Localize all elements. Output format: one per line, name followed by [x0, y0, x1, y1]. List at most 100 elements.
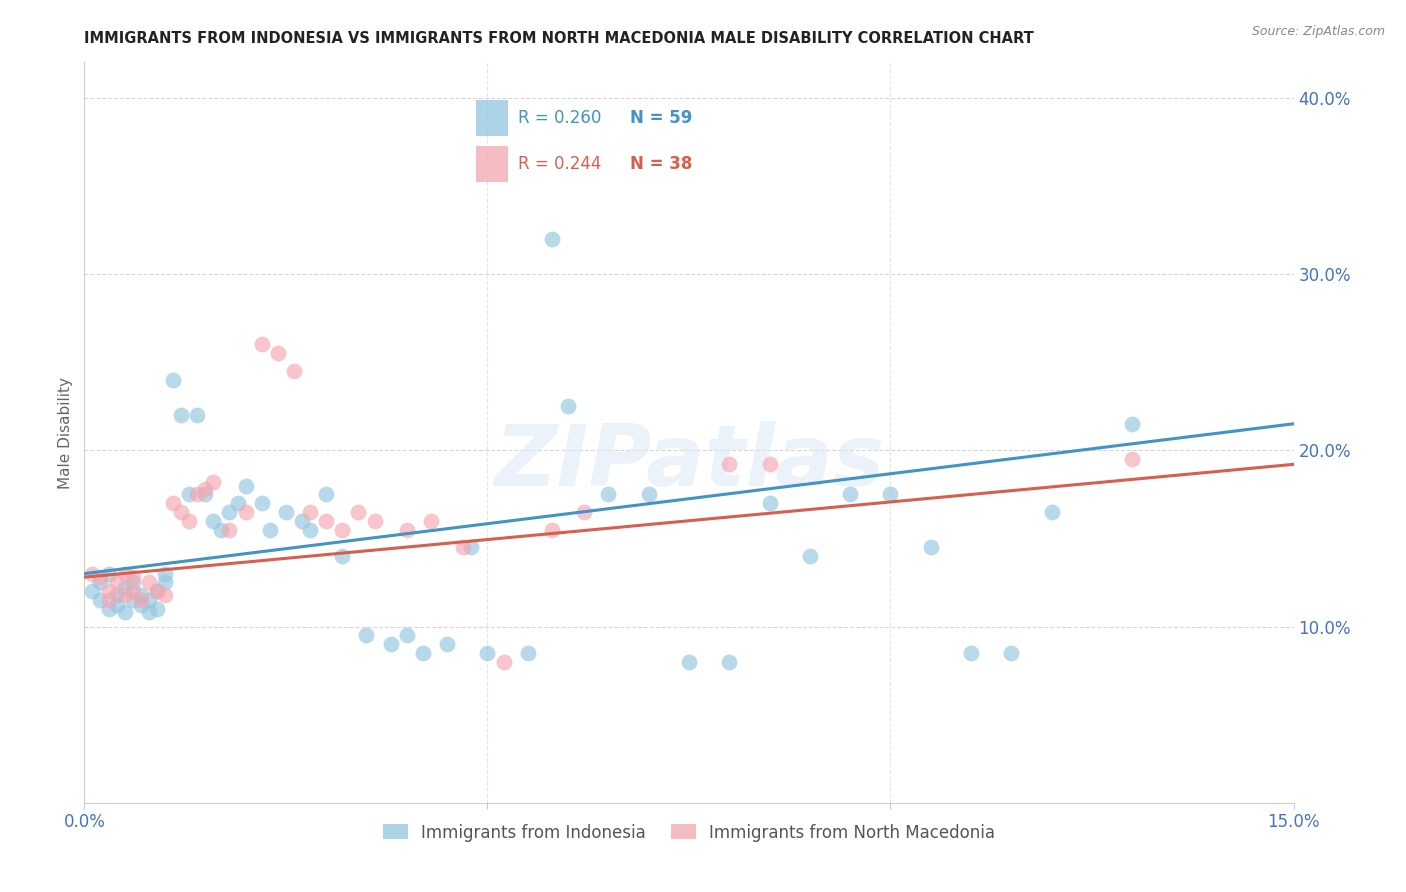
Text: Source: ZipAtlas.com: Source: ZipAtlas.com: [1251, 25, 1385, 38]
Point: [146, 584, 169, 599]
Point: [395, 628, 418, 642]
Point: [89, 593, 111, 607]
Point: [395, 523, 418, 537]
Point: [315, 514, 337, 528]
Point: [121, 593, 143, 607]
Point: [330, 549, 353, 563]
Point: [138, 593, 160, 607]
Point: [299, 505, 322, 519]
Point: [315, 487, 337, 501]
Point: [1121, 452, 1143, 467]
Point: [202, 514, 225, 528]
Point: [186, 408, 208, 422]
Point: [920, 540, 942, 554]
Point: [250, 337, 273, 351]
Point: [162, 373, 184, 387]
Point: [105, 588, 128, 602]
Point: [250, 496, 273, 510]
Point: [598, 487, 620, 501]
Point: [436, 637, 458, 651]
Point: [114, 588, 136, 602]
Point: [330, 523, 353, 537]
Point: [105, 599, 128, 613]
Point: [839, 487, 862, 501]
Point: [153, 566, 176, 581]
Point: [146, 602, 169, 616]
Point: [129, 599, 152, 613]
Point: [637, 487, 659, 501]
Point: [138, 575, 160, 590]
Point: [121, 584, 143, 599]
Point: [162, 496, 184, 510]
Point: [259, 523, 281, 537]
Point: [460, 540, 482, 554]
Point: [477, 646, 499, 660]
Point: [82, 584, 104, 599]
Point: [121, 570, 143, 584]
Point: [274, 505, 297, 519]
Point: [541, 523, 564, 537]
Text: ZIPatlas: ZIPatlas: [494, 421, 884, 504]
Point: [179, 487, 201, 501]
Point: [356, 628, 378, 642]
Point: [194, 482, 217, 496]
Point: [114, 581, 136, 595]
Point: [363, 514, 385, 528]
Point: [1121, 417, 1143, 431]
Point: [97, 593, 120, 607]
Point: [129, 588, 152, 602]
Point: [879, 487, 901, 501]
Point: [218, 523, 240, 537]
Point: [114, 606, 136, 620]
Point: [235, 505, 257, 519]
Point: [235, 478, 257, 492]
Point: [799, 549, 821, 563]
Point: [153, 588, 176, 602]
Point: [89, 575, 111, 590]
Point: [516, 646, 538, 660]
Point: [146, 584, 169, 599]
Point: [218, 505, 240, 519]
Point: [758, 458, 780, 472]
Point: [202, 475, 225, 489]
Point: [82, 566, 104, 581]
Point: [960, 646, 983, 660]
Point: [121, 575, 143, 590]
Point: [492, 655, 515, 669]
Point: [267, 346, 290, 360]
Point: [170, 408, 193, 422]
Legend: Immigrants from Indonesia, Immigrants from North Macedonia: Immigrants from Indonesia, Immigrants fr…: [374, 815, 1004, 850]
Point: [299, 523, 322, 537]
Point: [283, 364, 305, 378]
Point: [1000, 646, 1022, 660]
Point: [541, 232, 564, 246]
Point: [179, 514, 201, 528]
Point: [557, 399, 579, 413]
Point: [347, 505, 370, 519]
Point: [97, 584, 120, 599]
Text: IMMIGRANTS FROM INDONESIA VS IMMIGRANTS FROM NORTH MACEDONIA MALE DISABILITY COR: IMMIGRANTS FROM INDONESIA VS IMMIGRANTS …: [84, 31, 1033, 46]
Point: [153, 575, 176, 590]
Point: [138, 606, 160, 620]
Point: [114, 566, 136, 581]
Point: [380, 637, 402, 651]
Point: [105, 575, 128, 590]
Point: [89, 570, 111, 584]
Point: [129, 593, 152, 607]
Point: [291, 514, 314, 528]
Point: [451, 540, 474, 554]
Point: [420, 514, 443, 528]
Y-axis label: Male Disability: Male Disability: [58, 376, 73, 489]
Point: [209, 523, 232, 537]
Point: [170, 505, 193, 519]
Point: [758, 496, 780, 510]
Point: [572, 505, 595, 519]
Point: [678, 655, 700, 669]
Point: [226, 496, 249, 510]
Point: [97, 602, 120, 616]
Point: [412, 646, 434, 660]
Point: [194, 487, 217, 501]
Point: [97, 566, 120, 581]
Point: [1040, 505, 1063, 519]
Point: [186, 487, 208, 501]
